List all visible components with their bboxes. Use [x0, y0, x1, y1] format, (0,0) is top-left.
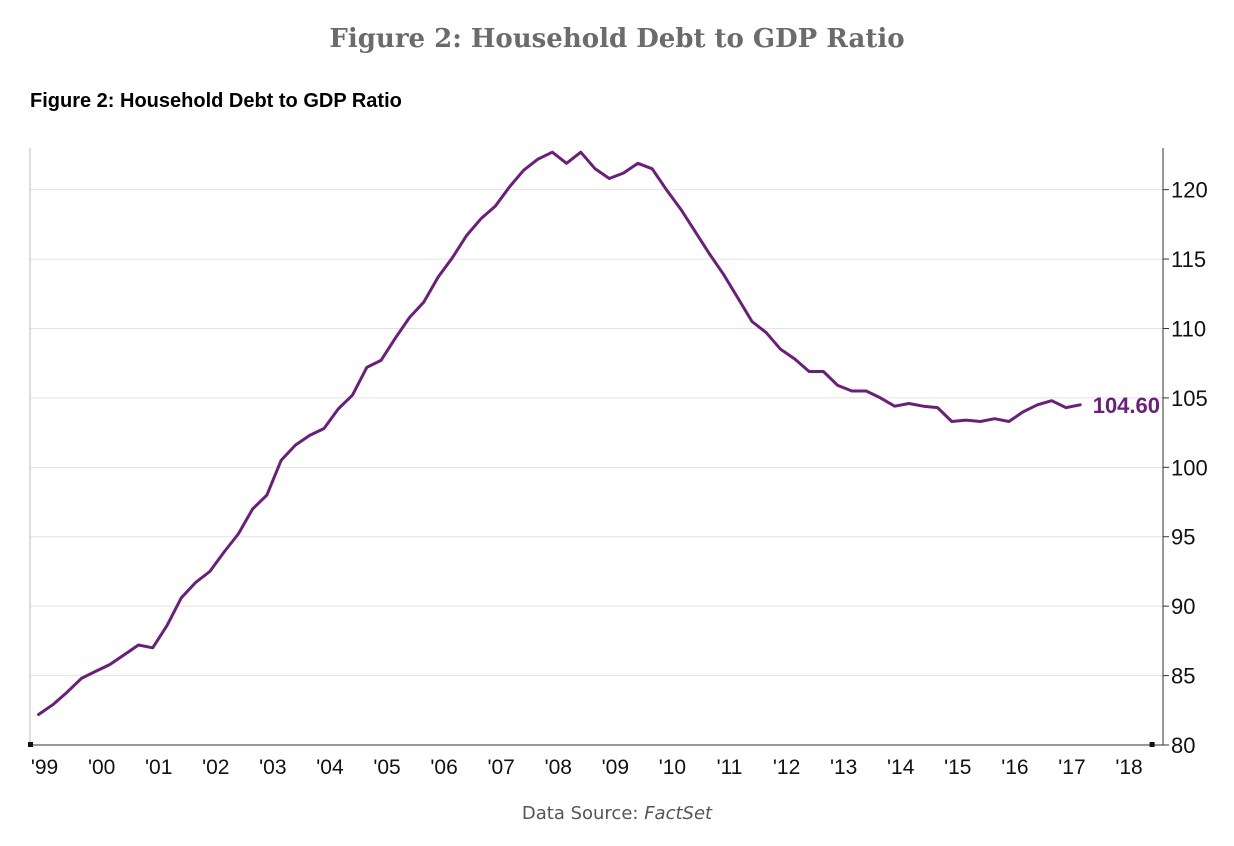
y-tick-label: 120 — [1171, 178, 1208, 203]
x-tick-label: '11 — [717, 756, 743, 779]
x-axis-right-marker — [1149, 742, 1155, 747]
x-tick-label: '02 — [202, 756, 229, 779]
x-tick-label: '05 — [373, 756, 400, 779]
y-tick-label: 85 — [1171, 664, 1195, 689]
x-tick-label: '99 — [31, 756, 58, 779]
x-tick-label: '12 — [773, 756, 800, 779]
y-tick-label: 95 — [1171, 525, 1195, 550]
data-source: Data Source: FactSet — [0, 803, 1234, 824]
x-axis-left-marker — [28, 742, 33, 747]
x-tick-label: '10 — [659, 756, 686, 779]
series-line — [37, 150, 1082, 716]
y-tick-label: 110 — [1171, 316, 1206, 341]
y-tick-label: 100 — [1171, 455, 1208, 480]
page-title: Figure 2: Household Debt to GDP Ratio — [329, 24, 905, 54]
x-tick-label: '13 — [830, 756, 857, 779]
line-chart: 80 85 90 95 100 105 110 115 120 '99 '00 '01 '02 '03 '0… — [28, 148, 1208, 779]
x-tick-label: '08 — [545, 756, 572, 779]
x-tick-label: '03 — [259, 756, 286, 779]
y-tick-label: 105 — [1171, 386, 1208, 411]
y-tick-label: 115 — [1171, 247, 1206, 272]
source-name: FactSet — [644, 803, 713, 824]
x-tick-label: '09 — [602, 756, 629, 779]
x-tick-label: '15 — [944, 756, 971, 779]
x-tick-label: '14 — [887, 756, 915, 779]
x-tick-label: '16 — [1001, 756, 1028, 779]
x-tick-label: '00 — [88, 756, 115, 779]
x-tick-label: '17 — [1058, 756, 1085, 779]
x-tick-label: '07 — [487, 756, 514, 779]
y-tick-label: 80 — [1171, 733, 1195, 758]
last-value-label: 104.60 — [1093, 393, 1160, 418]
x-tick-label: '01 — [145, 756, 172, 779]
y-tick-label: 90 — [1171, 594, 1195, 619]
source-label: Data Source: — [521, 803, 639, 824]
x-tick-label: '04 — [316, 756, 344, 779]
x-tick-label: '06 — [430, 756, 457, 779]
chart-title: Figure 2: Household Debt to GDP Ratio — [30, 90, 402, 112]
x-tick-label: '18 — [1115, 756, 1142, 779]
